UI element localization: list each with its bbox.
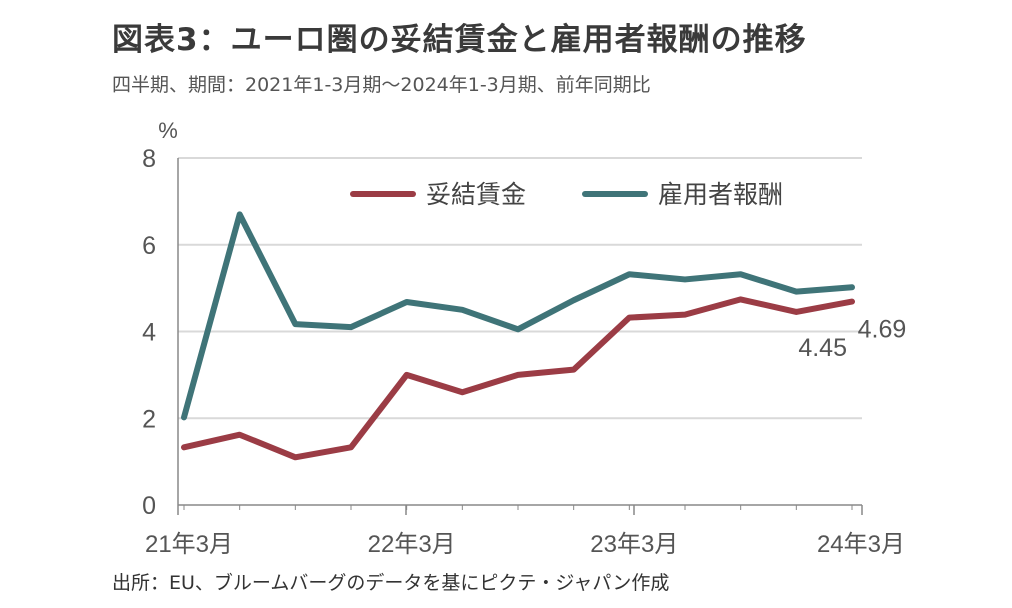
chart-title: 図表3：ユーロ圏の妥結賃金と雇用者報酬の推移 [112,22,807,58]
y-tick-label: 4 [142,319,156,347]
y-axis-unit: % [158,118,178,143]
y-tick-label: 0 [142,492,156,520]
legend-label: 雇用者報酬 [658,181,783,209]
y-tick-label: 6 [142,232,156,260]
series-lines [181,211,855,461]
data-labels: 4.45 4.69 [798,316,906,362]
data-label: 4.69 [858,316,907,344]
data-label: 4.45 [798,334,847,362]
source-note: 出所：EU、ブルームバーグのデータを基にピクテ・ジャパン作成 [112,572,670,594]
y-tick-label: 8 [142,145,156,173]
x-tick-label: 24年3月 [817,531,905,558]
x-tick-label: 23年3月 [590,531,678,558]
legend: 妥結賃金 雇用者報酬 [350,181,783,209]
chart-subtitle: 四半期、期間：2021年1-3月期～2024年1-3月期、前年同期比 [112,74,651,96]
legend-label: 妥結賃金 [426,181,526,209]
series-line-negotiated-wages [181,296,855,461]
y-tick-label: 2 [142,405,156,433]
x-tick-label: 21年3月 [145,531,233,558]
series-line-compensation [181,211,855,421]
axes: 0 2 4 6 8% 21年3月 22年3月 23年3月 24年3月 [142,118,905,558]
x-tick-label: 22年3月 [368,531,456,558]
